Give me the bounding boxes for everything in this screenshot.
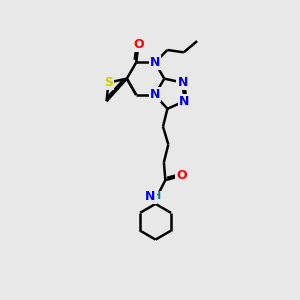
Text: N: N [150, 56, 160, 69]
Text: N: N [179, 95, 190, 108]
Text: H: H [152, 191, 162, 202]
Text: O: O [176, 169, 187, 182]
Text: N: N [150, 88, 160, 101]
Text: N: N [177, 76, 188, 89]
Text: S: S [104, 76, 113, 89]
Text: N: N [145, 190, 156, 203]
Text: O: O [133, 38, 144, 50]
